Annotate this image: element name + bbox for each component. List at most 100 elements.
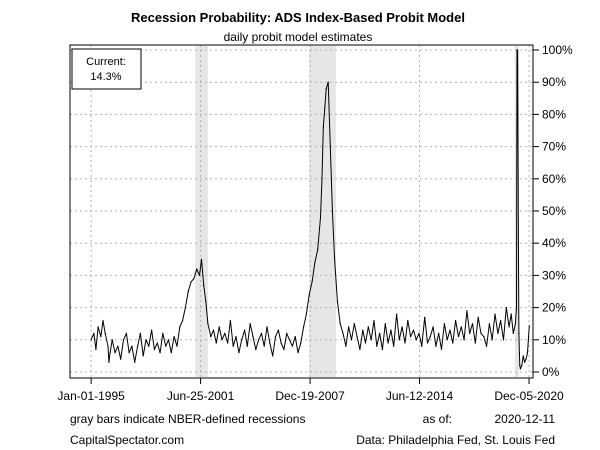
data-point: [286, 332, 288, 334]
data-point: [221, 339, 223, 341]
data-point: [252, 336, 254, 338]
data-point: [524, 361, 526, 363]
data-point: [502, 339, 505, 341]
x-tick-label-2: Jun-25-2001: [167, 389, 235, 403]
data-point: [517, 242, 520, 244]
data-point: [519, 368, 522, 370]
data-point: [260, 332, 263, 334]
data-point: [184, 307, 186, 309]
data-point: [246, 345, 248, 347]
data-point: [153, 348, 155, 351]
data-point: [491, 339, 493, 341]
data-point: [90, 339, 92, 341]
data-point: [134, 361, 136, 363]
data-point: [334, 258, 336, 260]
data-point: [288, 339, 291, 341]
data-point: [305, 313, 307, 315]
data-point: [104, 332, 106, 334]
data-point: [424, 316, 426, 318]
data-point: [421, 345, 423, 347]
data-point: [342, 332, 344, 334]
data-point: [522, 355, 524, 357]
data-point: [212, 329, 215, 331]
data-point: [272, 355, 274, 357]
data-point: [321, 178, 323, 180]
data-point: [449, 329, 451, 331]
data-point: [510, 313, 512, 315]
data-point: [466, 310, 468, 312]
data-point: [463, 339, 465, 341]
data-point: [517, 49, 519, 51]
data-point: [187, 290, 189, 293]
data-point: [384, 323, 386, 325]
source-left: CapitalSpectator.com: [70, 433, 184, 447]
data-point: [162, 332, 164, 334]
data-point: [244, 329, 246, 331]
data-series: [90, 49, 530, 370]
data-point: [117, 345, 119, 347]
data-point: [159, 352, 161, 354]
data-point: [232, 345, 234, 347]
data-point: [390, 329, 392, 331]
data-point: [398, 339, 400, 341]
chart-subtitle: daily probit model estimates: [224, 30, 373, 44]
y-tick-label-11: 100%: [542, 43, 573, 57]
data-point: [350, 339, 353, 341]
data-point: [418, 332, 420, 334]
data-point: [167, 339, 170, 341]
data-point: [339, 323, 341, 325]
data-point: [114, 352, 116, 354]
data-point: [173, 336, 175, 338]
data-point: [515, 307, 518, 309]
data-point: [107, 345, 109, 347]
data-point: [151, 329, 153, 331]
data-point: [373, 319, 375, 322]
x-tick-label-1: Jan-01-1995: [57, 389, 125, 403]
data-point: [190, 281, 192, 283]
data-point: [111, 339, 113, 341]
data-point: [255, 348, 257, 351]
grid: [70, 45, 533, 378]
data-point: [469, 332, 471, 334]
data-point: [193, 278, 195, 280]
recession-note: gray bars indicate NBER-defined recessio…: [70, 412, 305, 426]
data-point: [415, 339, 417, 341]
data-point: [474, 342, 476, 344]
data-point: [263, 345, 265, 347]
data-point: [379, 332, 381, 334]
data-point: [227, 342, 229, 344]
data-point: [131, 345, 133, 347]
data-point: [410, 336, 412, 338]
data-point: [258, 339, 260, 341]
data-point: [241, 339, 243, 341]
data-point: [176, 345, 178, 347]
data-point: [348, 326, 350, 328]
data-point: [137, 345, 139, 347]
data-point: [486, 345, 488, 347]
data-point: [294, 336, 296, 338]
data-point: [494, 313, 496, 315]
data-point: [314, 261, 316, 264]
data-point: [139, 332, 141, 334]
data-point: [429, 336, 431, 338]
data-point: [274, 336, 277, 338]
y-tick-label-1: 0%: [542, 365, 560, 379]
data-point: [443, 323, 445, 325]
data-point: [364, 342, 367, 344]
data-point: [210, 336, 212, 338]
data-point: [277, 329, 279, 331]
data-point: [514, 323, 517, 325]
current-label: Current:: [86, 56, 126, 68]
data-point: [170, 352, 172, 354]
data-point: [412, 329, 415, 331]
data-point: [440, 348, 443, 351]
x-tick-label-4: Jun-12-2014: [386, 389, 454, 403]
y-tick-label-7: 60%: [542, 172, 566, 186]
data-point: [327, 81, 329, 83]
y-axis: 0% 10% 20% 30% 40% 50% 60% 70% 80% 90% 100%: [533, 43, 573, 379]
data-point: [353, 323, 355, 325]
data-point: [480, 332, 482, 334]
current-value: 14.3%: [90, 71, 121, 83]
x-tick-label-5: Dec-05-2020: [494, 389, 564, 403]
